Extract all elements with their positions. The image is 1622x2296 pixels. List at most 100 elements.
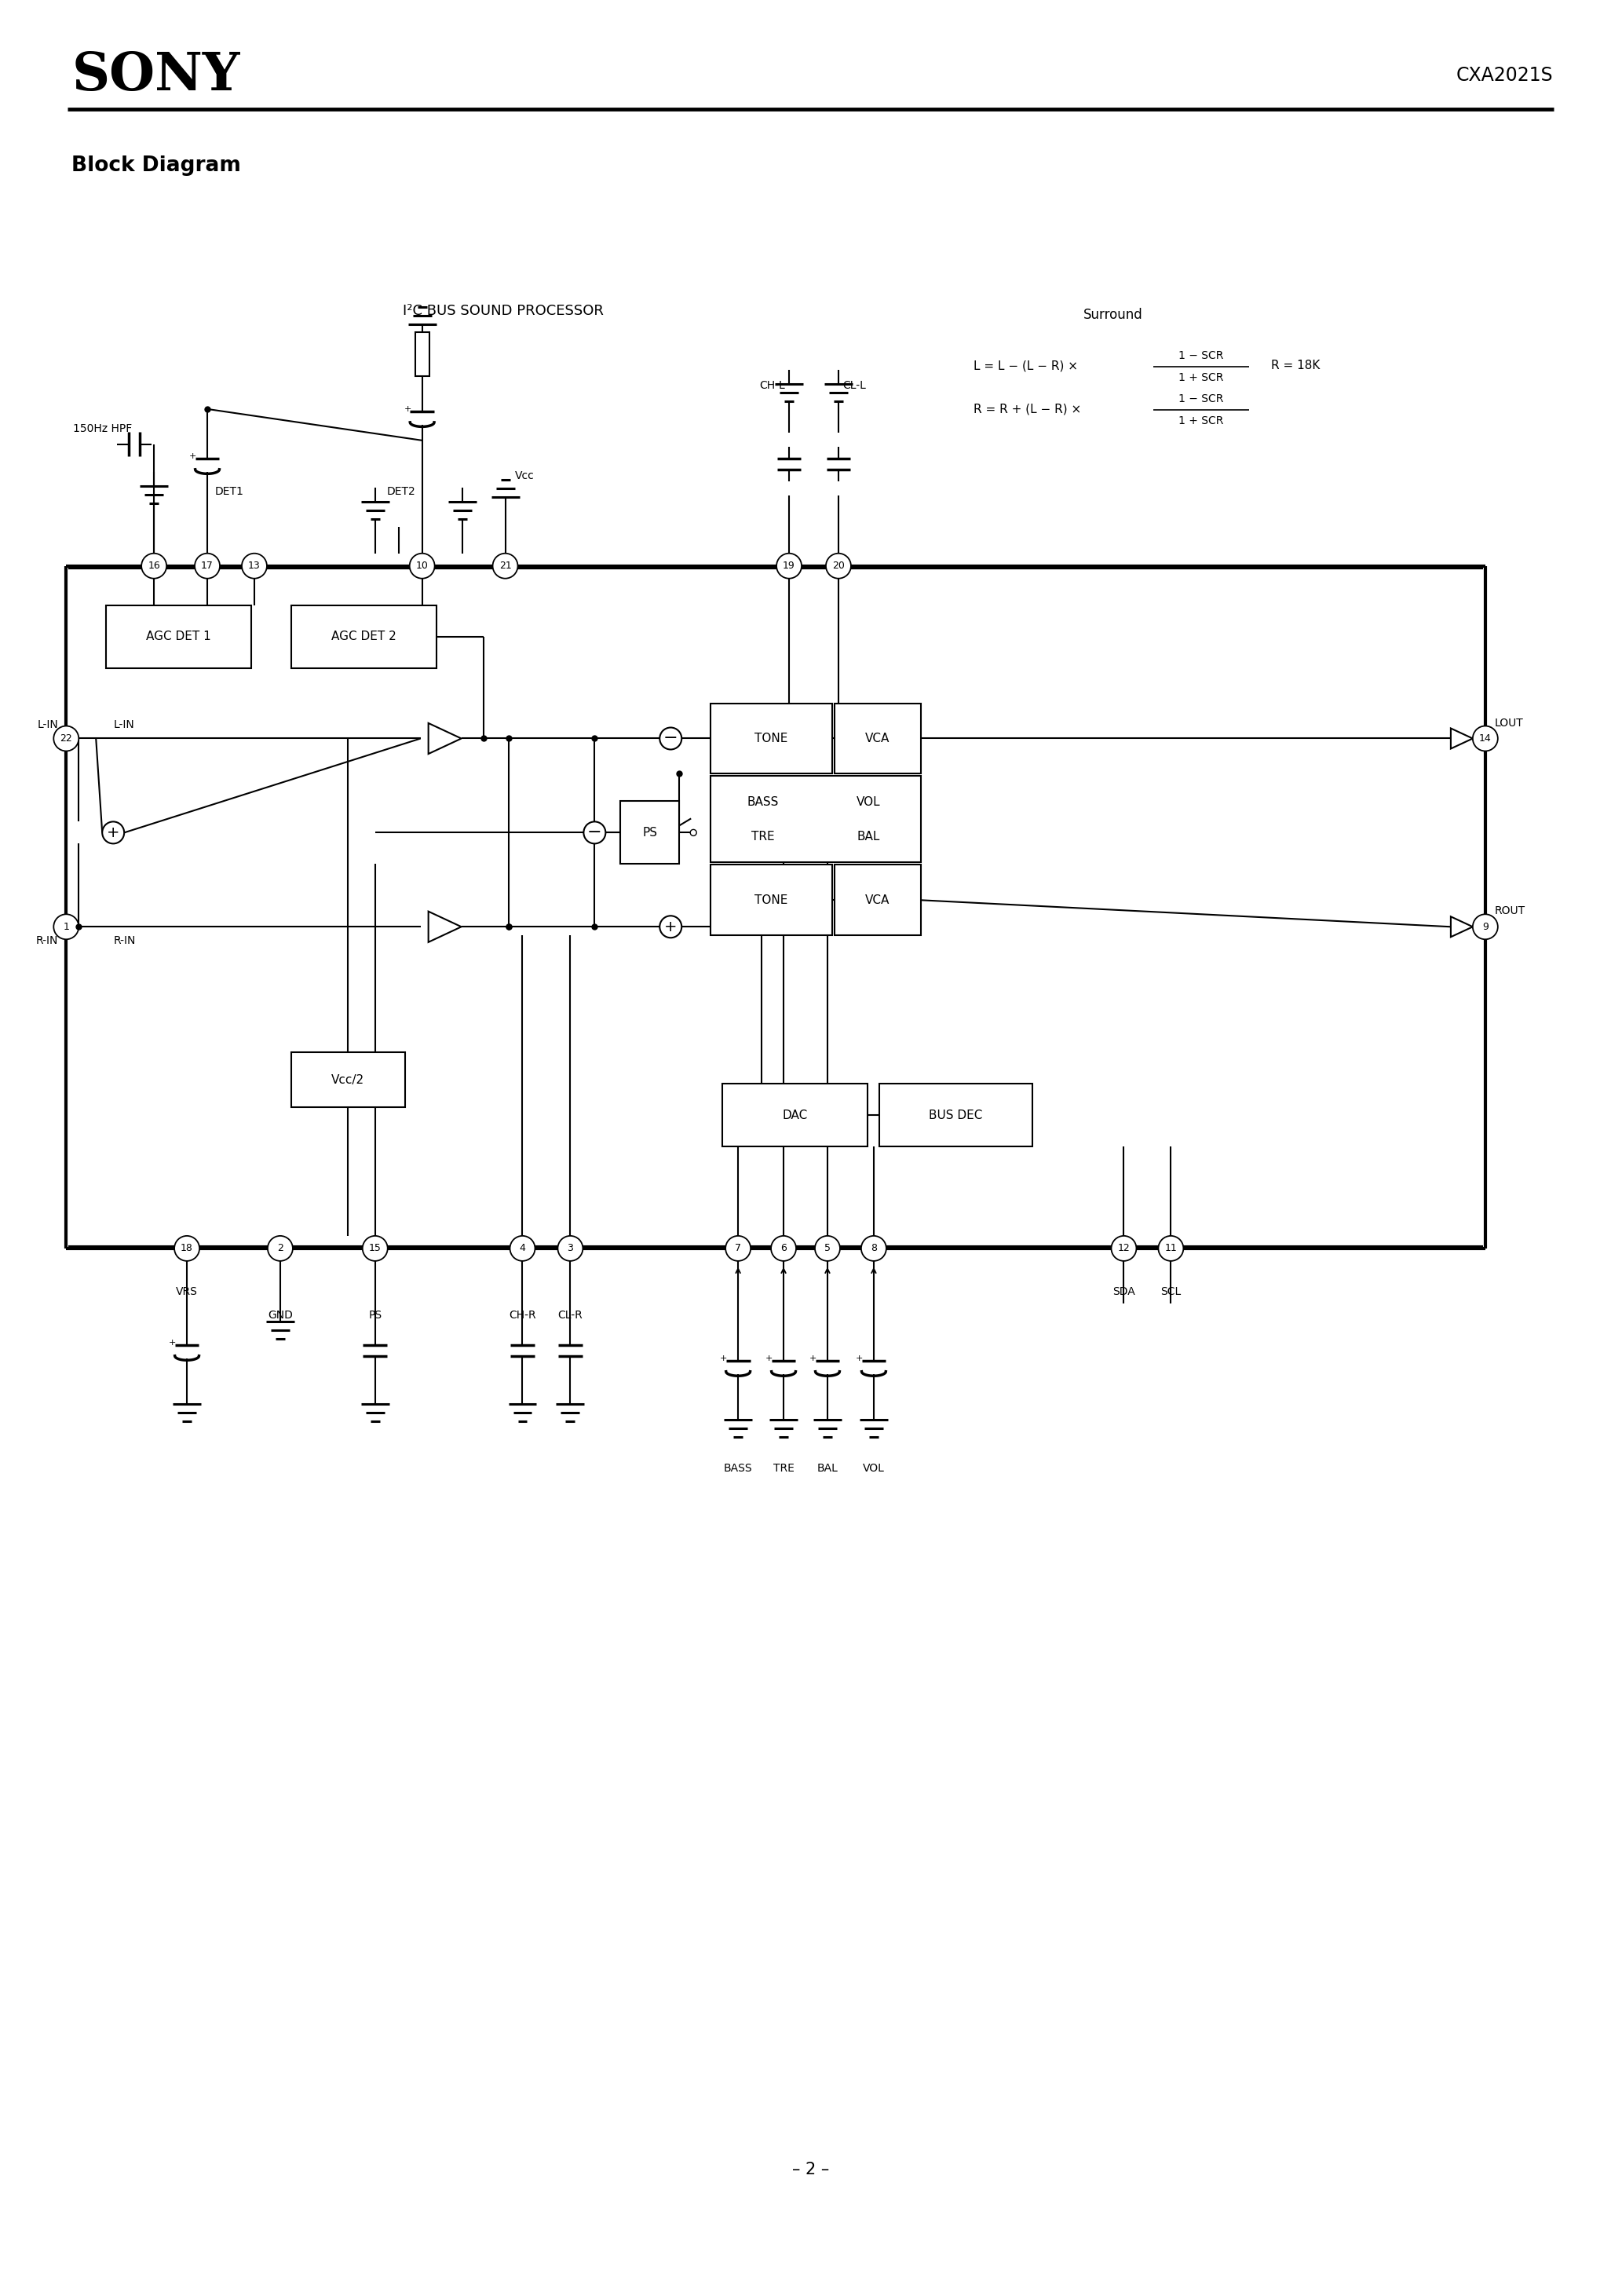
Circle shape [660,916,681,937]
Circle shape [195,553,221,579]
Bar [415,333,430,377]
Text: 1 + SCR: 1 + SCR [1178,416,1223,427]
Text: +: + [809,1355,816,1362]
Bar [292,1052,406,1107]
Circle shape [509,1235,535,1261]
Bar [710,776,921,863]
Text: 22: 22 [60,732,73,744]
Text: 15: 15 [368,1244,381,1254]
Text: TRE: TRE [774,1463,795,1474]
Text: TRE: TRE [751,831,775,843]
Polygon shape [428,912,461,941]
Text: R-IN: R-IN [114,934,136,946]
Text: TONE: TONE [754,893,788,907]
Text: 4: 4 [519,1244,526,1254]
Text: R-IN: R-IN [36,934,58,946]
Text: CL-R: CL-R [558,1309,582,1320]
Circle shape [1111,1235,1137,1261]
Text: Surround: Surround [1083,308,1142,321]
Circle shape [242,553,268,579]
Bar [722,1084,868,1146]
Circle shape [814,1235,840,1261]
Circle shape [102,822,125,843]
Text: Vcc/2: Vcc/2 [331,1075,365,1086]
Bar [710,866,832,934]
Text: 12: 12 [1118,1244,1131,1254]
Text: GND: GND [268,1309,292,1320]
Text: 5: 5 [824,1244,830,1254]
Text: AGC DET 1: AGC DET 1 [146,631,211,643]
Text: 150Hz HPF: 150Hz HPF [73,422,133,434]
Text: +: + [766,1355,772,1362]
Text: L-IN: L-IN [37,719,58,730]
Text: 9: 9 [1483,921,1489,932]
Text: ROUT: ROUT [1495,905,1525,916]
Text: 16: 16 [148,560,161,572]
Text: VOL: VOL [856,797,881,808]
Text: DAC: DAC [782,1109,808,1120]
Polygon shape [428,723,461,753]
Text: SDA: SDA [1113,1286,1135,1297]
Text: CH-L: CH-L [759,381,785,390]
Circle shape [54,914,79,939]
Text: SCL: SCL [1161,1286,1181,1297]
Bar [879,1084,1032,1146]
Text: Block Diagram: Block Diagram [71,156,242,177]
Circle shape [268,1235,292,1261]
Text: BASS: BASS [748,797,779,808]
Circle shape [725,1235,751,1261]
Text: 21: 21 [500,560,511,572]
Circle shape [691,829,696,836]
Circle shape [410,553,435,579]
Circle shape [770,1235,796,1261]
Text: DET2: DET2 [386,487,415,496]
Circle shape [54,726,79,751]
Circle shape [826,553,852,579]
Text: VRS: VRS [175,1286,198,1297]
Text: BAL: BAL [856,831,879,843]
Text: BAL: BAL [817,1463,839,1474]
Polygon shape [1450,916,1473,937]
Text: BUS DEC: BUS DEC [929,1109,983,1120]
Text: +: + [188,452,196,459]
Text: 1 − SCR: 1 − SCR [1178,393,1223,404]
Bar [621,801,680,863]
Text: +: + [663,918,676,934]
Text: 17: 17 [201,560,214,572]
Text: CXA2021S: CXA2021S [1457,67,1554,85]
Text: 2: 2 [277,1244,284,1254]
Bar [710,703,832,774]
Text: 6: 6 [780,1244,787,1254]
Text: 13: 13 [248,560,261,572]
Text: 1 − SCR: 1 − SCR [1178,351,1223,360]
Text: SONY: SONY [71,51,240,101]
Polygon shape [1450,728,1473,748]
Text: 1 + SCR: 1 + SCR [1178,372,1223,383]
Text: AGC DET 2: AGC DET 2 [331,631,396,643]
Text: L-IN: L-IN [114,719,135,730]
Text: 20: 20 [832,560,845,572]
Circle shape [363,1235,388,1261]
Text: 11: 11 [1165,1244,1178,1254]
Text: 19: 19 [783,560,795,572]
Text: 1: 1 [63,921,70,932]
Text: 18: 18 [180,1244,193,1254]
Text: 14: 14 [1479,732,1492,744]
Circle shape [141,553,167,579]
Text: +: + [404,404,410,413]
Text: Vcc: Vcc [514,471,534,482]
Circle shape [861,1235,886,1261]
Text: BASS: BASS [723,1463,753,1474]
Circle shape [660,728,681,748]
Text: −: − [663,730,678,746]
Text: +: + [720,1355,727,1362]
Text: CH-R: CH-R [509,1309,535,1320]
Text: 10: 10 [415,560,428,572]
Text: I²C BUS SOUND PROCESSOR: I²C BUS SOUND PROCESSOR [402,303,603,319]
Text: −: − [587,824,602,840]
Text: R = R + (L − R) ×: R = R + (L − R) × [973,404,1080,416]
Circle shape [174,1235,200,1261]
Text: CL-L: CL-L [842,381,866,390]
Text: +: + [169,1339,175,1345]
Circle shape [584,822,605,843]
